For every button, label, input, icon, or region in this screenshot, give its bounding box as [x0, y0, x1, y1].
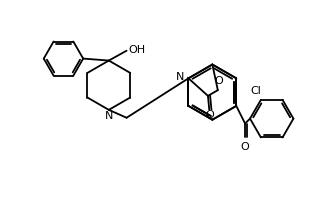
Text: O: O: [205, 110, 214, 120]
Text: N: N: [176, 72, 185, 82]
Text: O: O: [214, 76, 223, 86]
Text: Cl: Cl: [251, 86, 261, 96]
Text: O: O: [241, 142, 250, 152]
Text: N: N: [105, 111, 113, 121]
Text: OH: OH: [129, 45, 146, 55]
